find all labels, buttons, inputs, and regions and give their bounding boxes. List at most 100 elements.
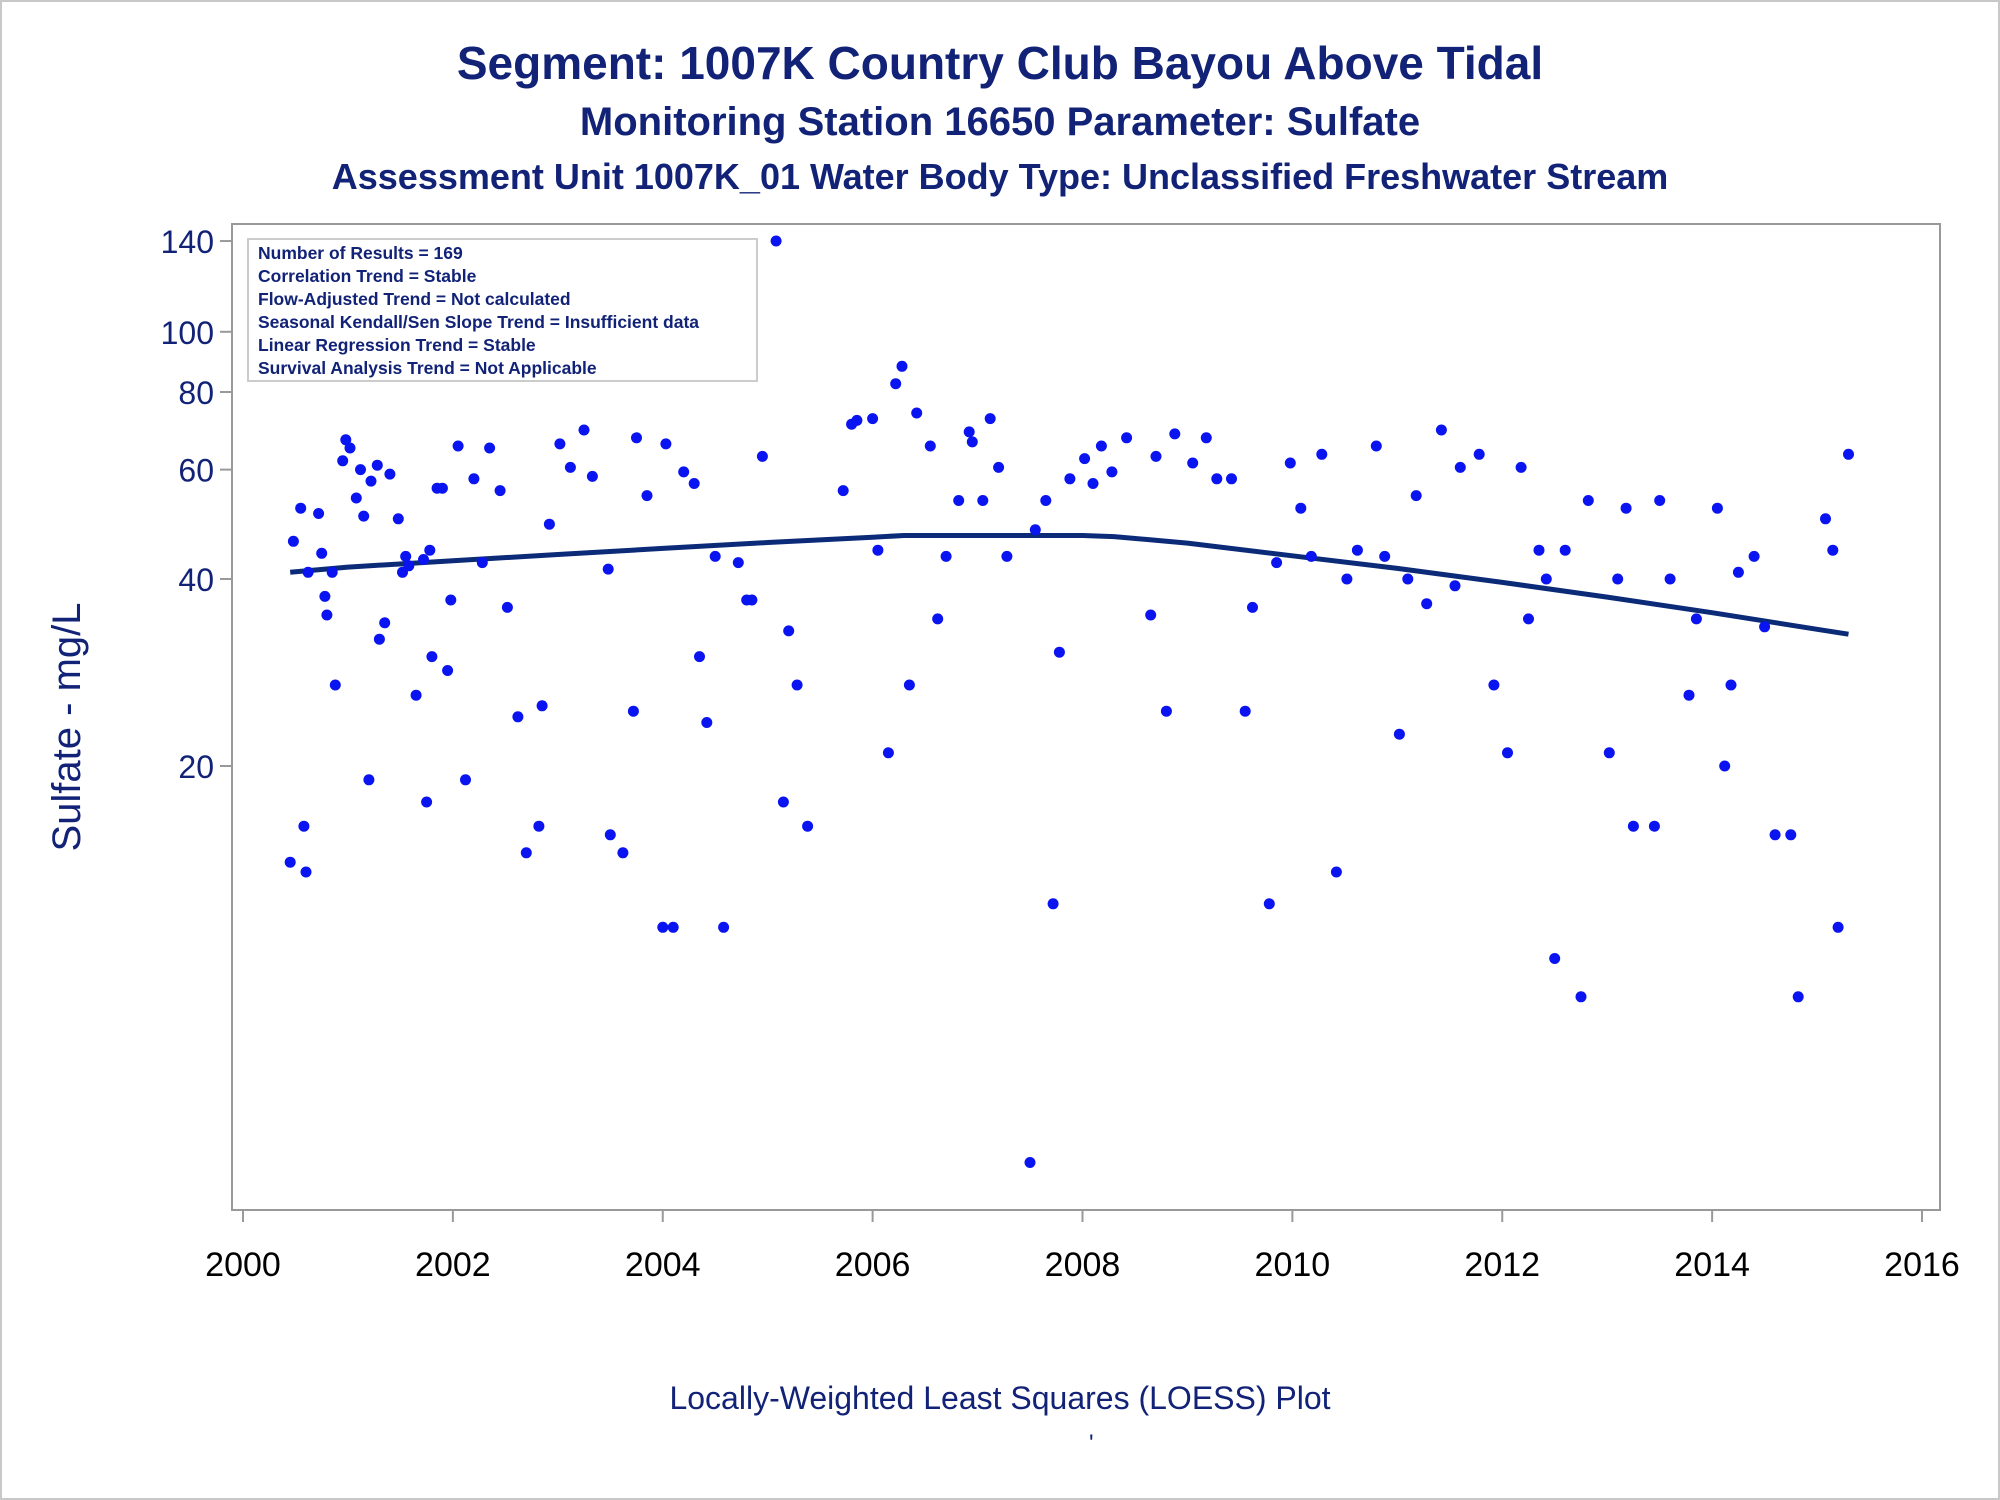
data-point — [1402, 573, 1414, 585]
data-point — [400, 550, 412, 562]
data-point — [554, 438, 566, 450]
data-point — [1226, 473, 1237, 485]
data-point — [1540, 573, 1552, 585]
data-point — [373, 633, 385, 645]
data-point — [903, 679, 915, 691]
x-tick-label: 2008 — [1045, 1246, 1121, 1284]
data-point — [1711, 502, 1723, 514]
loess-series — [289, 533, 1849, 637]
data-point — [688, 478, 700, 489]
stats-legend-box: Number of Results = 169 Correlation Tren… — [247, 238, 758, 382]
data-point — [1341, 573, 1353, 585]
data-point — [1271, 557, 1283, 569]
data-point — [963, 426, 975, 438]
data-point — [660, 438, 672, 450]
data-point — [1748, 550, 1760, 562]
data-point — [418, 554, 429, 565]
stats-line: Number of Results = 169 — [258, 243, 463, 263]
data-point — [718, 921, 730, 933]
data-point — [543, 518, 555, 530]
data-point — [1725, 679, 1737, 691]
data-point — [678, 466, 690, 478]
stats-line: Linear Regression Trend = Stable — [258, 335, 536, 355]
data-point — [1284, 457, 1296, 469]
data-point — [657, 921, 669, 933]
data-point — [337, 455, 349, 467]
data-point — [1305, 550, 1317, 562]
data-point — [1295, 502, 1307, 514]
stats-line: Seasonal Kendall/Sen Slope Trend = Insuf… — [258, 312, 699, 332]
data-point — [1095, 440, 1107, 452]
data-point — [1351, 544, 1363, 556]
sample-points-series — [284, 235, 1854, 1168]
data-point — [1121, 432, 1133, 444]
data-point — [1533, 544, 1545, 556]
x-tick-label: 2014 — [1674, 1246, 1750, 1284]
data-point — [316, 547, 328, 559]
x-tick-label: 2000 — [205, 1246, 281, 1284]
data-point — [1106, 466, 1118, 478]
data-point — [1047, 898, 1059, 910]
data-point — [319, 590, 331, 602]
data-point — [358, 510, 370, 522]
data-point — [867, 413, 879, 425]
y-tick-label: 100 — [161, 315, 214, 351]
data-point — [1732, 566, 1744, 578]
plot-area — [231, 223, 1941, 1211]
data-point — [421, 796, 433, 808]
data-point — [371, 459, 383, 471]
data-point — [287, 535, 299, 547]
data-point — [460, 774, 471, 786]
data-point — [484, 442, 496, 454]
data-point — [602, 563, 614, 575]
data-point — [1200, 432, 1212, 444]
data-point — [512, 711, 524, 723]
data-point — [1523, 613, 1534, 625]
data-point — [501, 601, 513, 613]
data-point — [355, 464, 366, 476]
data-point — [791, 679, 803, 691]
data-point — [770, 235, 782, 247]
y-tick-label: 40 — [178, 562, 214, 598]
stats-line: Correlation Trend = Stable — [258, 266, 477, 286]
data-point — [1627, 820, 1639, 832]
y-axis-label: Sulfate - mg/L — [45, 602, 89, 851]
data-point — [1454, 461, 1466, 473]
data-point — [1001, 550, 1013, 562]
data-point — [756, 450, 768, 462]
data-point — [1502, 747, 1513, 759]
data-point — [617, 847, 629, 859]
data-point — [410, 689, 422, 701]
data-point — [284, 856, 296, 868]
data-point — [940, 550, 952, 562]
data-point — [1053, 646, 1065, 658]
x-tick-label: 2004 — [625, 1246, 701, 1284]
data-point — [872, 544, 884, 556]
x-tick-label: 2010 — [1255, 1246, 1331, 1284]
data-point — [1150, 450, 1162, 462]
data-point — [604, 829, 616, 841]
data-point — [851, 414, 863, 426]
data-point — [1145, 609, 1157, 621]
chart-subtitle-assessment: Assessment Unit 1007K_01 Water Body Type… — [331, 156, 1669, 197]
data-point — [468, 473, 480, 485]
data-point — [1620, 502, 1632, 514]
data-point — [536, 700, 548, 712]
data-point — [1843, 448, 1854, 460]
data-point — [1064, 473, 1076, 485]
data-point — [1239, 705, 1251, 717]
data-point — [403, 560, 415, 572]
data-point — [365, 475, 377, 487]
data-point — [1211, 473, 1223, 485]
data-point — [631, 432, 642, 444]
data-point — [295, 502, 307, 514]
data-point — [1785, 829, 1797, 841]
data-point — [326, 566, 338, 578]
data-point — [1792, 991, 1804, 1003]
loess-line — [289, 533, 1849, 637]
data-point — [1488, 679, 1500, 691]
data-point — [1603, 747, 1615, 759]
y-axis: 20 40 60 80 100 140 — [161, 224, 232, 785]
x-axis: 2000 2002 2004 2006 2008 2010 2012 2014 2016 — [205, 1210, 1960, 1284]
